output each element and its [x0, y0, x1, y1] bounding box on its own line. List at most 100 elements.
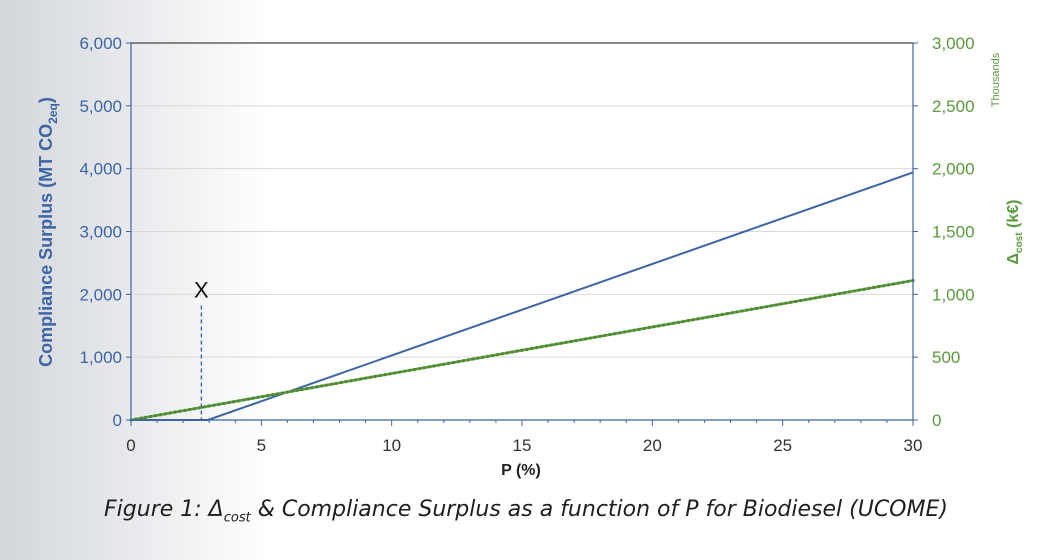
series-point — [251, 396, 255, 400]
series-point — [779, 302, 783, 306]
series-point — [579, 338, 583, 342]
series-point — [486, 354, 490, 358]
series-point — [515, 349, 519, 353]
caption-sub: cost — [223, 510, 251, 526]
left-tick-label: 1,000 — [79, 348, 122, 367]
series-point — [642, 326, 646, 331]
series-point — [197, 406, 202, 410]
series-point — [588, 336, 593, 340]
series-point — [471, 357, 475, 361]
series-point — [764, 305, 768, 309]
series-point — [784, 301, 788, 305]
right-tick-label: 3,000 — [932, 34, 975, 53]
right-tick-label: 2,000 — [932, 160, 975, 179]
series-point — [383, 373, 387, 377]
series-point — [417, 366, 421, 371]
left-tick-label: 3,000 — [79, 223, 122, 242]
series-point — [569, 339, 573, 344]
series-point — [393, 371, 397, 375]
x-tick-label: 15 — [513, 436, 532, 455]
series-point — [481, 355, 485, 359]
series-point — [867, 286, 871, 290]
series-point — [476, 356, 480, 360]
series-point — [769, 304, 773, 308]
left-tick-label: 4,000 — [79, 160, 122, 179]
series-point — [334, 381, 338, 385]
series-point — [422, 366, 426, 370]
series-point — [720, 312, 724, 317]
series-point — [847, 290, 852, 294]
series-point — [901, 280, 905, 284]
x-tick-label: 25 — [773, 436, 792, 455]
right-axis-label-main: Δ — [1005, 253, 1022, 265]
series-point — [891, 282, 896, 286]
series-point — [725, 312, 729, 316]
series-point — [593, 335, 597, 339]
series-point — [461, 359, 465, 363]
series-point — [368, 375, 373, 379]
series-point — [144, 415, 148, 419]
series-line-0 — [131, 171, 914, 421]
series-point — [544, 344, 549, 348]
series-point — [510, 350, 514, 354]
series-point — [432, 364, 436, 368]
left-tick-label: 0 — [113, 411, 122, 430]
left-tick-label: 5,000 — [79, 97, 122, 116]
series-point — [398, 370, 402, 374]
series-point — [872, 285, 876, 290]
chart-svg: 0 1,000 2,000 3,000 4,000 5,000 6,000 0 500 1,00… — [36, 34, 1025, 479]
series-point — [676, 320, 681, 324]
right-axis-label-end: (k€) — [1005, 200, 1022, 233]
right-axis-units-note: Thousands — [990, 52, 1002, 107]
series-point — [271, 393, 275, 397]
series-point — [202, 405, 206, 409]
series-point — [407, 368, 412, 372]
series-point — [285, 390, 289, 394]
series-point — [549, 343, 553, 347]
series-point — [686, 319, 690, 323]
series-point — [188, 407, 192, 412]
annotation-x-marker: X — [194, 277, 209, 420]
right-axis-ticks: 0 500 1,000 1,500 2,000 2,500 3,000 — [913, 34, 975, 430]
series-point — [295, 388, 299, 392]
x-axis-ticks: 0 5 10 15 20 25 30 — [126, 420, 922, 455]
right-tick-label: 2,500 — [932, 97, 975, 116]
series-point — [354, 378, 358, 382]
series-point — [842, 291, 847, 295]
series-point — [305, 387, 309, 391]
series-point — [794, 299, 798, 304]
series-point — [310, 386, 314, 390]
right-tick-label: 1,000 — [932, 285, 975, 304]
series-point — [554, 342, 558, 346]
series-point — [647, 325, 651, 330]
series-layer — [129, 171, 915, 422]
series-point — [696, 317, 700, 321]
series-point — [339, 380, 343, 385]
series-point — [745, 308, 749, 312]
series-point — [261, 394, 265, 399]
series-point — [364, 376, 368, 380]
series-point — [701, 316, 705, 320]
series-point — [755, 306, 759, 311]
right-tick-label: 1,500 — [932, 223, 975, 242]
series-point — [838, 291, 842, 296]
series-point — [495, 353, 500, 357]
right-axis-label-sub: cost — [1014, 232, 1025, 253]
series-point — [539, 345, 544, 349]
left-axis-label-main: Compliance Surplus (MT CO — [36, 124, 56, 367]
series-point — [691, 318, 695, 322]
x-tick-label: 10 — [382, 436, 401, 455]
series-point — [706, 315, 710, 319]
series-point — [583, 337, 588, 341]
series-point — [329, 382, 333, 386]
series-point — [163, 412, 167, 416]
series-point — [207, 404, 211, 408]
series-point — [906, 279, 910, 283]
series-point — [833, 292, 837, 297]
series-point — [818, 295, 822, 299]
series-point — [217, 402, 221, 406]
series-point — [447, 361, 451, 365]
series-point — [168, 411, 172, 415]
series-point — [236, 399, 241, 403]
series-point — [280, 391, 285, 395]
